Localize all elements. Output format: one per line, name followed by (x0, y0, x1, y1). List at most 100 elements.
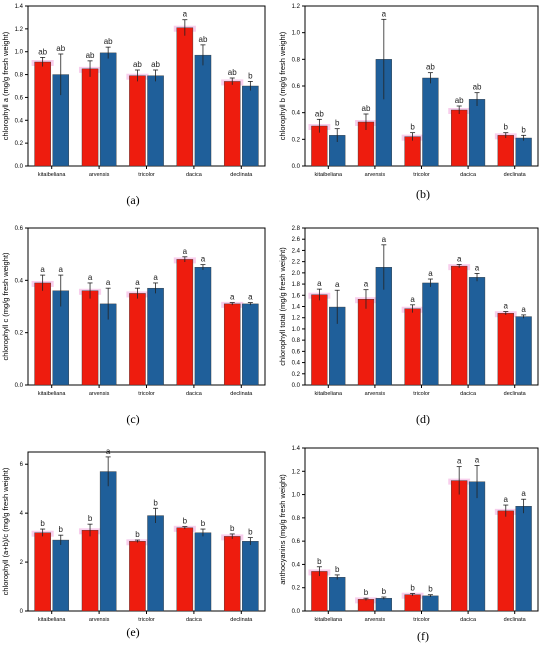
y-tick-label: 1.2 (292, 4, 301, 10)
significance-label: a (475, 263, 480, 272)
significance-label: b (59, 525, 64, 534)
y-tick-label: 0.6 (15, 95, 24, 101)
significance-label: a (248, 293, 253, 302)
y-tick-label: 0.4 (15, 278, 24, 284)
x-tick-label: arvensis (365, 617, 386, 623)
bar-tricolor-series-1 (129, 75, 146, 167)
y-tick-label: 0.6 (292, 84, 301, 90)
x-tick-label: dacica (186, 172, 203, 178)
significance-label: b (335, 565, 340, 574)
y-tick-label: 1.2 (292, 469, 301, 475)
significance-label: ab (362, 104, 371, 113)
bar-declinata-series-2 (515, 506, 532, 612)
y-tick-label: 1.0 (292, 327, 301, 333)
bar-kitaibeliana-series-2 (329, 577, 346, 612)
bar-dacica-series-2 (468, 277, 486, 386)
bar-declinata-series-2 (242, 541, 259, 612)
significance-label: b (230, 524, 235, 533)
bar-kitaibeliana-series-1 (34, 532, 51, 612)
significance-label: b (317, 557, 322, 566)
y-tick-label: 1.4 (292, 446, 301, 452)
y-tick-label: 0.2 (292, 372, 301, 378)
y-tick-label: 2.0 (292, 271, 301, 277)
significance-label: ab (426, 63, 435, 72)
bar-tricolor-series-1 (404, 136, 421, 167)
x-tick-label: dacica (186, 617, 203, 623)
significance-label: a (153, 273, 158, 282)
bar-declinata-series-1 (497, 313, 514, 386)
x-tick-label: dacica (460, 617, 477, 623)
significance-label: a (317, 279, 322, 288)
bar-dacica-series-1 (176, 259, 194, 386)
y-axis-label: chlorophyll c (mg/g fresh weight) (1, 252, 10, 360)
panel-label: (f) (417, 629, 429, 643)
x-tick-label: tricolor (138, 172, 155, 178)
bar-declinata-series-2 (515, 316, 532, 386)
x-tick-label: arvensis (89, 617, 110, 623)
bar-dacica-series-1 (451, 109, 468, 167)
y-axis-label: chlorophyll a (mg/g fresh weight) (1, 31, 10, 140)
bar-declinata-series-1 (497, 510, 514, 612)
bar-dacica-series-2 (468, 481, 486, 612)
x-tick-label: declinata (230, 391, 253, 397)
y-tick-label: 2.2 (292, 260, 301, 266)
bar-dacica-series-1 (451, 265, 468, 386)
x-tick-label: dacica (460, 391, 477, 397)
significance-label: b (410, 584, 415, 593)
significance-label: a (521, 305, 526, 314)
x-tick-label: kitaibeliana (38, 617, 66, 623)
significance-label: ab (56, 44, 65, 53)
bar-tricolor-series-2 (147, 287, 164, 386)
bar-tricolor-series-1 (129, 541, 146, 612)
y-tick-label: 0.0 (292, 609, 301, 615)
y-tick-label: 0.4 (292, 562, 301, 568)
significance-label: b (40, 519, 45, 528)
bar-declinata-series-1 (497, 135, 514, 167)
x-tick-label: dacica (186, 391, 203, 397)
significance-label: b (183, 517, 188, 526)
y-tick-label: 2.8 (292, 226, 301, 232)
chart-panel-f: 0.0 0.2 0.4 0.6 0.8 1.0 1.2 1.4 anthocyanins (mg… (278, 446, 539, 643)
y-tick-label: 4 (20, 511, 24, 517)
bar-arvensis-series-2 (375, 597, 392, 612)
significance-label: b (410, 123, 415, 132)
significance-label: ab (199, 35, 208, 44)
significance-label: a (135, 278, 140, 287)
y-tick-label: 2 (20, 560, 24, 566)
x-tick-label: arvensis (365, 391, 386, 397)
x-tick-label: declinata (504, 617, 527, 623)
x-tick-label: dacica (460, 172, 477, 178)
y-tick-label: 2.4 (292, 248, 301, 254)
x-tick-label: kitaibeliana (315, 172, 343, 178)
significance-label: b (135, 530, 140, 539)
y-tick-label: 0.8 (292, 57, 301, 63)
chart-panel-d: 0.0 0.2 0.4 0.6 0.8 1.0 1.2 1.4 1.6 1.8 2.0 2.2 2.4 2… (278, 226, 539, 426)
y-tick-label: 0.2 (15, 331, 24, 337)
significance-label: ab (315, 109, 324, 118)
bar-tricolor-series-2 (147, 75, 164, 167)
significance-label: ab (228, 68, 237, 77)
x-tick-label: kitaibeliana (315, 617, 343, 623)
significance-label: a (382, 235, 387, 244)
significance-label: a (106, 278, 111, 287)
chart-panel-e: 0 2 4 6 chlorophyll (a+b)/c (mg/g fresh weig… (1, 447, 266, 639)
bar-arvensis-series-1 (81, 530, 99, 612)
chart-panel-a: 0.0 0.2 0.4 0.6 0.8 1.0 1.2 1.4 chlorophyll a (m… (1, 4, 266, 207)
y-tick-label: 0 (20, 609, 24, 615)
significance-label: a (410, 295, 415, 304)
bar-kitaibeliana-series-1 (311, 571, 328, 612)
y-tick-label: 1.2 (292, 316, 301, 322)
x-tick-label: declinata (504, 172, 527, 178)
y-tick-label: 0.0 (15, 164, 24, 170)
bar-dacica-series-2 (194, 267, 212, 386)
panel-label: (d) (416, 412, 430, 426)
y-axis-label: chlorophyll (a+b)/c (mg/g fresh weight) (1, 467, 10, 595)
bar-kitaibeliana-series-1 (34, 61, 51, 167)
significance-label: a (88, 273, 93, 282)
bar-declinata-series-1 (223, 303, 241, 386)
y-tick-label: 0.0 (292, 383, 301, 389)
significance-label: b (521, 125, 526, 134)
bar-dacica-series-2 (194, 54, 212, 167)
bar-arvensis-series-1 (81, 290, 99, 386)
